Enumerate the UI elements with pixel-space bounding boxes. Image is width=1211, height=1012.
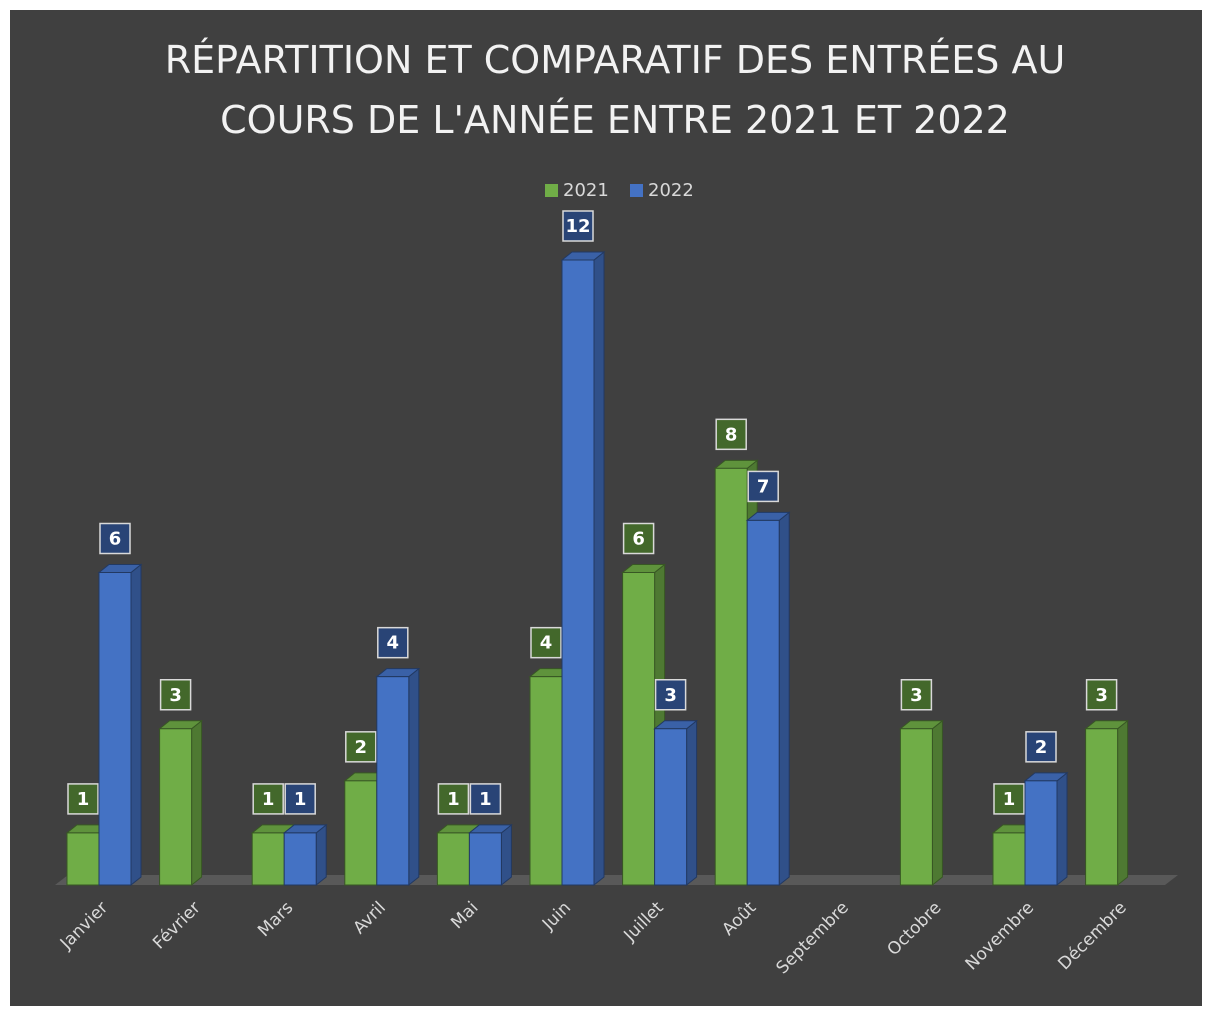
bar — [282, 823, 328, 887]
bar-side — [778, 511, 790, 887]
bar — [467, 823, 513, 887]
bar-front — [992, 832, 1026, 886]
data-label-box — [159, 679, 192, 711]
data-label: 2 — [355, 737, 368, 758]
bar-side — [1117, 719, 1129, 887]
data-label-box — [747, 470, 779, 503]
bar-front — [344, 780, 378, 886]
data-label-box — [437, 783, 470, 815]
legend-swatch — [545, 184, 558, 197]
data-label-box — [469, 783, 502, 815]
bar-front — [376, 676, 410, 886]
bar — [158, 719, 204, 887]
data-label-box — [622, 522, 655, 555]
data-label-box — [252, 783, 284, 815]
data-label-box — [654, 679, 687, 711]
bar-side — [593, 250, 605, 887]
bar-front — [1085, 728, 1119, 886]
data-label: 8 — [725, 424, 738, 445]
data-label: 6 — [109, 529, 122, 550]
bar-front — [66, 832, 100, 886]
bar — [898, 719, 944, 887]
bar — [653, 719, 699, 887]
floor — [55, 875, 1178, 885]
data-label: 2 — [1035, 737, 1048, 758]
data-label-box — [67, 783, 99, 815]
data-label: 12 — [565, 216, 590, 237]
data-label: 7 — [757, 476, 770, 497]
bar-side — [686, 719, 698, 887]
data-label-box — [377, 626, 409, 659]
data-label: 1 — [262, 789, 275, 810]
data-label-box — [530, 626, 562, 659]
bar-side — [500, 823, 512, 887]
bar — [1023, 771, 1069, 887]
bar-front — [654, 728, 688, 886]
data-label: 4 — [387, 633, 400, 654]
legend-label: 2022 — [648, 180, 694, 201]
bar — [560, 250, 606, 887]
data-label: 3 — [169, 685, 182, 706]
bar-front — [899, 728, 933, 886]
bar-front — [1024, 780, 1058, 886]
bar-front — [159, 728, 193, 886]
bar-side — [408, 667, 420, 887]
bar — [745, 511, 791, 887]
bar-side — [931, 719, 943, 887]
bar-front — [468, 832, 502, 886]
bar — [97, 563, 143, 887]
bar-side — [191, 719, 203, 887]
legend-swatch — [630, 184, 643, 197]
bar-front — [529, 676, 563, 886]
data-label-box — [562, 210, 594, 242]
data-label: 1 — [294, 789, 307, 810]
data-label-box — [1085, 679, 1118, 711]
bar-front — [251, 832, 285, 886]
data-label-box — [1025, 731, 1057, 763]
legend-label: 2021 — [563, 180, 609, 201]
data-label-box — [345, 731, 377, 763]
data-label: 3 — [664, 685, 677, 706]
data-label: 3 — [910, 685, 923, 706]
bar-side — [1056, 771, 1068, 887]
data-label: 6 — [632, 529, 645, 550]
bar-side — [130, 563, 142, 887]
data-label: 1 — [447, 789, 460, 810]
bar-front — [622, 572, 656, 886]
data-label: 1 — [479, 789, 492, 810]
data-label-box — [900, 679, 933, 711]
data-label-box — [99, 522, 131, 555]
data-label-box — [993, 783, 1025, 815]
data-label: 1 — [77, 789, 90, 810]
bar-side — [315, 823, 327, 887]
data-label: 1 — [1003, 789, 1016, 810]
bar-front — [436, 832, 470, 886]
bar-front — [714, 467, 748, 886]
bar — [375, 667, 421, 887]
bar-front — [283, 832, 317, 886]
data-label-box — [284, 783, 316, 815]
data-label: 4 — [540, 633, 553, 654]
bar-front — [561, 259, 595, 886]
bar-front — [98, 572, 132, 886]
bar-front — [746, 519, 780, 886]
data-label-box — [715, 418, 747, 451]
data-label: 3 — [1095, 685, 1108, 706]
bar — [1084, 719, 1130, 887]
chart-title: RÉPARTITION ET COMPARATIF DES ENTRÉES AU… — [165, 38, 1066, 142]
